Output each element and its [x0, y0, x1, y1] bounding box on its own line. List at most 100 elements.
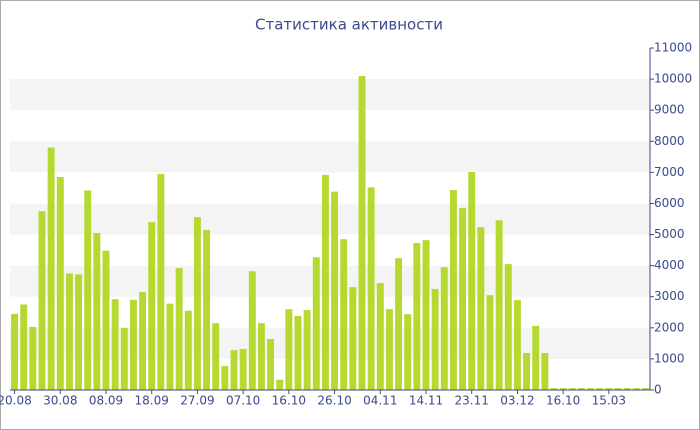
bar	[84, 190, 92, 390]
grid-band	[10, 79, 650, 111]
y-tick-label: 0	[654, 383, 662, 397]
bar	[102, 250, 110, 390]
bar	[605, 388, 613, 390]
bar	[449, 190, 457, 390]
y-tick-label: 2000	[654, 320, 685, 334]
bar	[641, 388, 649, 390]
x-tick-label: 26.10	[317, 394, 351, 408]
bar	[504, 264, 512, 390]
bar	[577, 388, 585, 390]
grid-band	[10, 141, 650, 173]
bar	[532, 325, 540, 390]
bar	[596, 388, 604, 390]
bar	[29, 326, 37, 390]
bar	[120, 327, 128, 390]
x-tick-label: 30.08	[43, 394, 77, 408]
bar	[75, 274, 83, 390]
bar	[331, 191, 339, 390]
bar	[413, 242, 421, 390]
bar	[166, 303, 174, 390]
x-tick-label: 16.10	[272, 394, 306, 408]
bar	[321, 174, 329, 390]
bar	[175, 268, 183, 390]
bar	[193, 217, 201, 390]
bar	[614, 388, 622, 390]
bar	[239, 348, 247, 390]
bar	[20, 304, 28, 390]
y-tick-label: 11000	[654, 41, 692, 55]
grid-band	[10, 203, 650, 235]
bar	[422, 240, 430, 390]
bar	[541, 353, 549, 390]
bar	[632, 388, 640, 390]
bar	[523, 353, 531, 390]
x-tick-label: 16.10	[546, 394, 580, 408]
bar	[294, 316, 302, 390]
y-tick-label: 5000	[654, 227, 685, 241]
bar	[559, 388, 567, 390]
x-tick-label: 08.09	[89, 394, 123, 408]
bar	[340, 239, 348, 390]
bar	[495, 220, 503, 390]
bar	[129, 299, 137, 390]
chart-title: Статистика активности	[255, 16, 443, 34]
bar	[550, 388, 558, 390]
bar	[303, 310, 311, 390]
bar	[376, 283, 384, 390]
bar	[276, 379, 284, 390]
x-tick-label: 27.09	[180, 394, 214, 408]
y-tick-label: 6000	[654, 196, 685, 210]
bar	[486, 295, 494, 390]
bar	[248, 271, 256, 390]
bar	[312, 257, 320, 390]
bar	[148, 222, 156, 390]
bar	[459, 208, 467, 390]
y-tick-label: 3000	[654, 289, 685, 303]
grid-band	[10, 265, 650, 297]
y-tick-label: 4000	[654, 258, 685, 272]
bar	[477, 227, 485, 390]
bar	[440, 267, 448, 390]
x-tick-label: 03.12	[500, 394, 534, 408]
x-tick-label: 15.03	[592, 394, 626, 408]
bar	[212, 323, 220, 390]
bar	[56, 177, 64, 390]
x-tick-label: 14.11	[409, 394, 443, 408]
y-tick-label: 7000	[654, 165, 685, 179]
bar	[431, 288, 439, 390]
bar	[367, 187, 375, 390]
bar	[184, 310, 192, 390]
bar	[139, 292, 147, 390]
bar	[65, 273, 73, 390]
bar	[395, 258, 403, 390]
bar	[513, 300, 521, 390]
bar	[11, 313, 19, 390]
x-tick-label: 04.11	[363, 394, 397, 408]
x-tick-label: 18.09	[135, 394, 169, 408]
y-tick-label: 8000	[654, 134, 685, 148]
bar	[267, 339, 275, 390]
x-tick-label: 23.11	[455, 394, 489, 408]
bar	[568, 388, 576, 390]
bar	[111, 299, 119, 390]
bar	[468, 172, 476, 390]
bar	[221, 366, 229, 390]
y-tick-label: 10000	[654, 72, 692, 86]
bar	[47, 147, 55, 390]
x-tick-label: 20.08	[0, 394, 32, 408]
bar	[349, 287, 357, 390]
y-tick-label: 1000	[654, 351, 685, 365]
bar	[203, 229, 211, 390]
x-tick-label: 07.10	[226, 394, 260, 408]
y-tick-label: 9000	[654, 103, 685, 117]
bar	[257, 323, 265, 390]
bar	[38, 211, 46, 390]
bar	[358, 75, 366, 391]
bar	[404, 314, 412, 390]
bar	[93, 232, 101, 390]
bar	[230, 350, 238, 390]
bar	[587, 388, 595, 390]
bar	[385, 309, 393, 390]
bar	[157, 173, 165, 390]
